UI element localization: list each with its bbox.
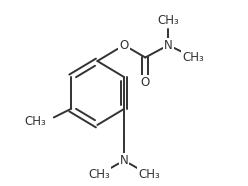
Text: N: N <box>164 39 173 52</box>
Text: CH₃: CH₃ <box>88 168 110 181</box>
Text: O: O <box>119 39 129 52</box>
Text: CH₃: CH₃ <box>182 51 204 64</box>
Text: CH₃: CH₃ <box>138 168 160 181</box>
Text: O: O <box>141 76 150 89</box>
Text: CH₃: CH₃ <box>24 115 46 128</box>
Text: N: N <box>120 154 128 167</box>
Text: CH₃: CH₃ <box>157 14 179 27</box>
